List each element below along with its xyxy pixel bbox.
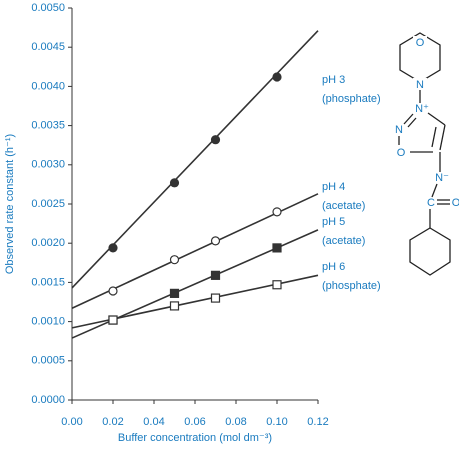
atom-label: O: [397, 147, 406, 159]
legend-label: pH 3: [322, 74, 345, 86]
data-point: [272, 207, 282, 217]
x-tick-label: 0.04: [143, 416, 164, 428]
data-point: [272, 72, 282, 82]
atom-label: N: [416, 79, 424, 91]
atom-label: O: [452, 197, 459, 209]
x-tick-label: 0.10: [266, 416, 287, 428]
x-tick-label: 0.06: [184, 416, 205, 428]
atom-label: O: [416, 37, 425, 49]
bond: [407, 117, 417, 128]
data-point: [272, 243, 282, 253]
y-tick-label: 0.0010: [31, 316, 65, 328]
y-tick-label: 0.0030: [31, 159, 65, 171]
legend-label: pH 6: [322, 261, 345, 273]
y-tick-label: 0.0015: [31, 276, 65, 288]
y-tick-label: 0.0025: [31, 198, 65, 210]
data-point: [210, 270, 221, 280]
label-bg: [413, 36, 427, 48]
legend-buffer: (acetate): [322, 235, 365, 247]
data-point: [169, 288, 180, 298]
label-bg: [413, 78, 427, 90]
atom-label: N: [395, 124, 403, 136]
legend-buffer: (phosphate): [322, 93, 381, 105]
legend-label: pH 5: [322, 216, 345, 228]
legend-buffer: (acetate): [322, 200, 365, 212]
data-point: [108, 286, 118, 296]
bond: [431, 126, 437, 148]
data-point: [169, 255, 180, 265]
y-tick-label: 0.0005: [31, 355, 65, 367]
y-tick-label: 0.0035: [31, 120, 65, 132]
y-tick-label: 0.0050: [31, 2, 65, 14]
y-tick-label: 0.0040: [31, 80, 65, 92]
x-axis-label: Buffer concentration (mol dm⁻³): [118, 432, 272, 444]
bond: [431, 183, 438, 198]
data-point: [169, 301, 180, 311]
y-axis-label: Observed rate constant (h⁻¹): [4, 134, 16, 274]
atom-label: C: [427, 197, 435, 209]
y-tick-label: 0.0000: [31, 394, 65, 406]
cyclohexane-ring: [409, 227, 451, 276]
data-point: [210, 135, 221, 145]
data-point: [272, 280, 282, 290]
data-point: [210, 293, 221, 303]
legend-buffer: (phosphate): [322, 280, 381, 292]
data-point: [108, 315, 118, 325]
chemical-structure: O N N⁺ N O N⁻ C O: [395, 32, 459, 276]
x-tick-label: 0.00: [61, 416, 82, 428]
atom-label: N⁻: [435, 172, 449, 184]
data-point: [108, 243, 118, 253]
bond: [427, 112, 446, 126]
data-point: [210, 236, 221, 246]
bond: [439, 124, 446, 151]
x-tick-label: 0.02: [102, 416, 123, 428]
x-tick-label: 0.08: [225, 416, 246, 428]
bond: [403, 113, 414, 125]
y-tick-label: 0.0045: [31, 41, 65, 53]
x-tick-label: 0.12: [307, 416, 328, 428]
legend-label: pH 4: [322, 181, 345, 193]
data-point: [169, 178, 180, 188]
y-tick-label: 0.0020: [31, 237, 65, 249]
atom-label: N⁺: [415, 103, 429, 115]
